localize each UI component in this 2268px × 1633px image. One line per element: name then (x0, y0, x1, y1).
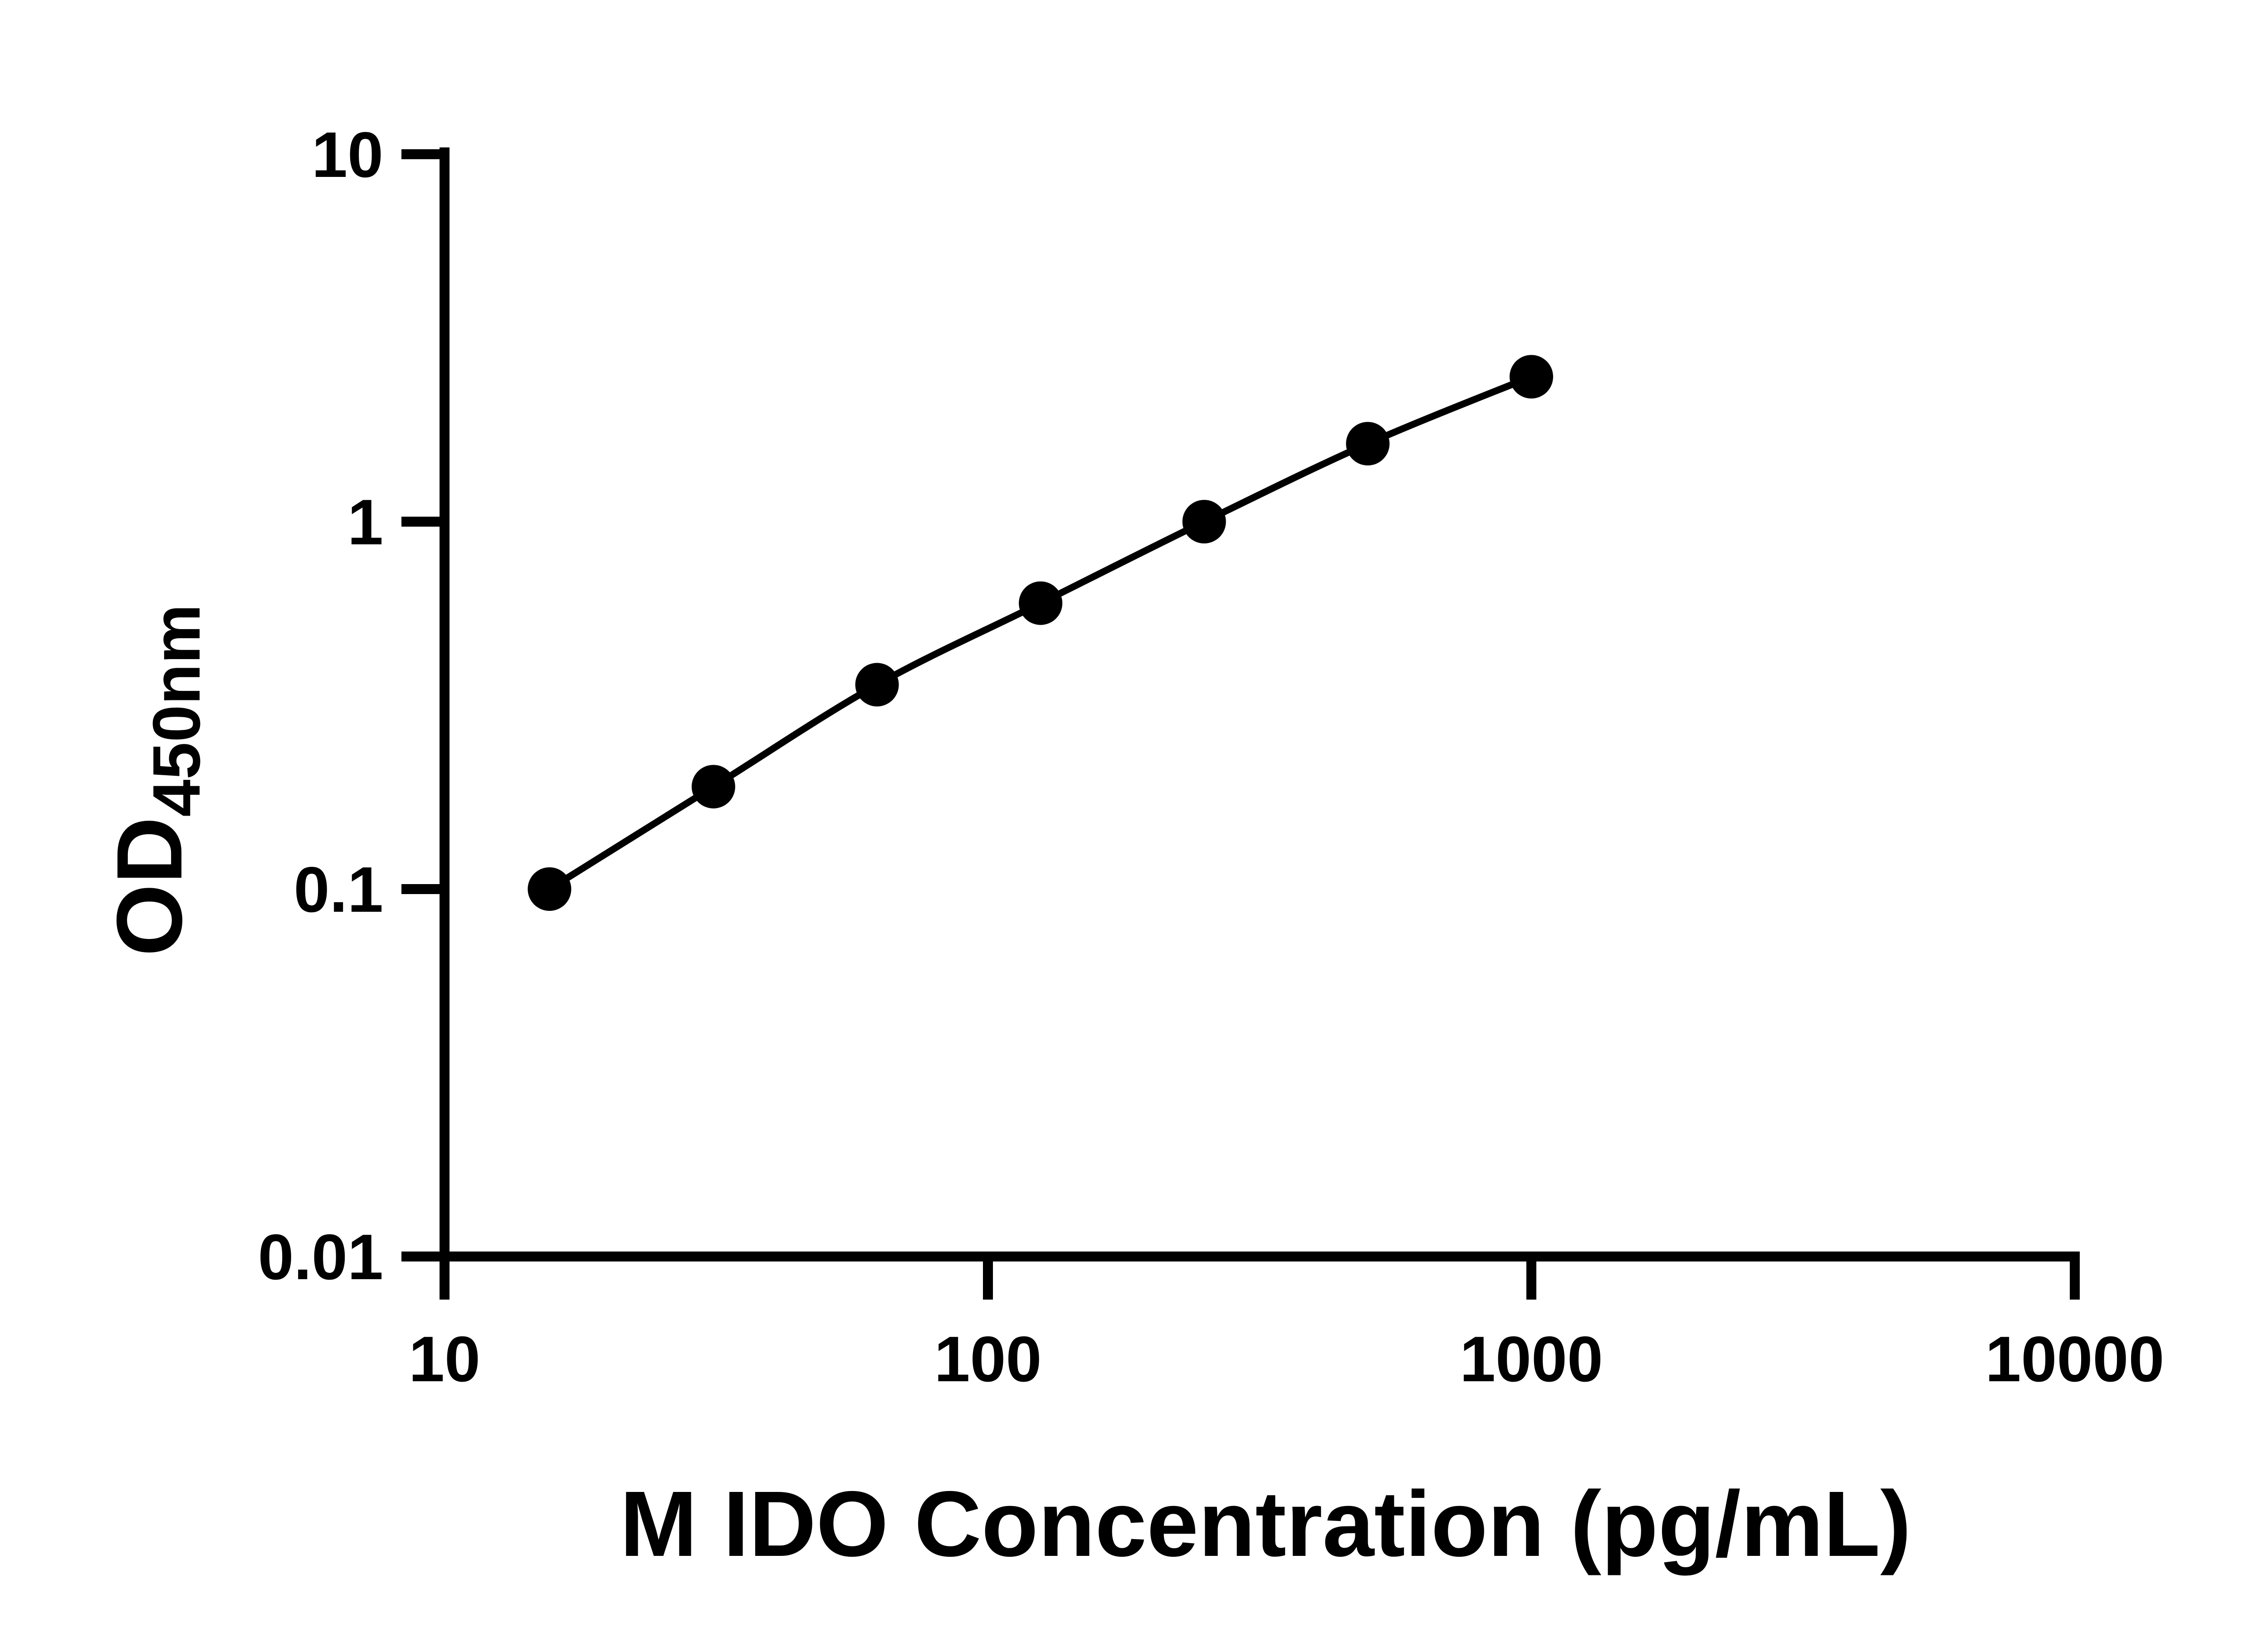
y-axis-title: OD450nm (98, 604, 214, 956)
data-point-250pg (1182, 500, 1226, 543)
x-tick-label-10: 10 (409, 1323, 480, 1395)
x-tick-label-10000: 10000 (1985, 1323, 2165, 1395)
y-axis-title-main: OD (98, 817, 201, 957)
y-tick-label-10: 10 (312, 119, 383, 191)
y-tick-label-1: 1 (347, 486, 383, 558)
y-axis-title-subscript: 450nm (139, 604, 214, 817)
data-point-62.5pg (855, 663, 899, 707)
x-tick-label-1000: 1000 (1460, 1323, 1603, 1395)
data-point-125pg (1019, 581, 1063, 625)
y-tick-label-0.01: 0.01 (258, 1221, 383, 1293)
data-points (528, 355, 1553, 911)
data-point-500pg (1346, 422, 1390, 466)
data-point-31.25pg (691, 765, 735, 809)
x-tick-label-100: 100 (934, 1323, 1042, 1395)
data-point-1000pg (1510, 355, 1553, 399)
data-point-15.6pg (528, 867, 572, 911)
y-tick-label-0.1: 0.1 (294, 854, 383, 926)
x-axis-title: M IDO Concentration (pg/mL) (620, 1472, 1911, 1576)
y-axis: 10 1 0.1 0.01 (258, 119, 450, 1300)
x-axis: 10 100 1000 10000 (401, 1252, 2165, 1395)
